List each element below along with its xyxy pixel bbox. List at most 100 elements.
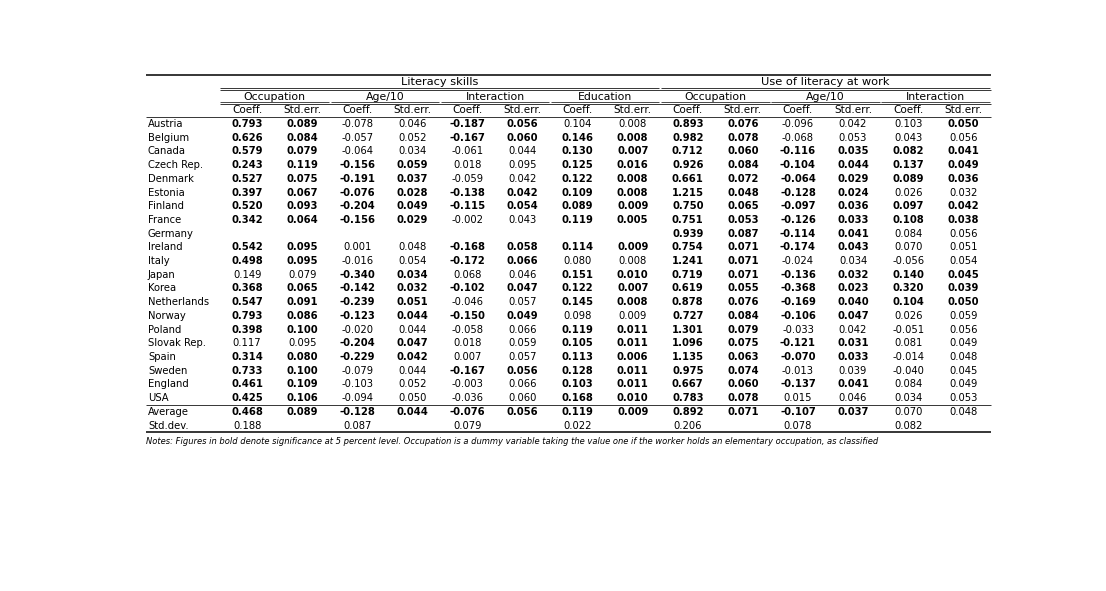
Text: 0.082: 0.082	[894, 421, 922, 430]
Text: 0.065: 0.065	[286, 284, 319, 294]
Text: USA: USA	[148, 393, 168, 403]
Text: 0.033: 0.033	[837, 215, 868, 225]
Text: 0.009: 0.009	[617, 242, 648, 252]
Text: 0.048: 0.048	[727, 187, 759, 197]
Text: 0.066: 0.066	[507, 256, 539, 266]
Text: 0.045: 0.045	[949, 366, 978, 376]
Text: 0.793: 0.793	[231, 311, 263, 321]
Text: 0.075: 0.075	[727, 338, 759, 348]
Text: 0.097: 0.097	[893, 201, 924, 211]
Text: 0.206: 0.206	[674, 421, 702, 430]
Text: 0.750: 0.750	[672, 201, 703, 211]
Text: 0.939: 0.939	[672, 229, 703, 239]
Text: 0.042: 0.042	[509, 174, 536, 184]
Text: 0.119: 0.119	[562, 407, 594, 417]
Text: -0.076: -0.076	[340, 187, 375, 197]
Text: 0.080: 0.080	[286, 352, 319, 362]
Text: Std.err.: Std.err.	[834, 105, 873, 115]
Text: -0.340: -0.340	[340, 269, 375, 280]
Text: 1.301: 1.301	[671, 324, 703, 335]
Text: 0.057: 0.057	[509, 297, 536, 307]
Text: Canada: Canada	[148, 147, 186, 157]
Text: 0.547: 0.547	[231, 297, 263, 307]
Text: 0.005: 0.005	[617, 215, 648, 225]
Text: 0.007: 0.007	[617, 284, 648, 294]
Text: 0.104: 0.104	[893, 297, 925, 307]
Text: 0.074: 0.074	[727, 366, 759, 376]
Text: 0.041: 0.041	[947, 147, 979, 157]
Text: 0.091: 0.091	[286, 297, 319, 307]
Text: 0.579: 0.579	[231, 147, 263, 157]
Text: -0.016: -0.016	[342, 256, 374, 266]
Text: 0.081: 0.081	[894, 338, 922, 348]
Text: 0.047: 0.047	[397, 338, 428, 348]
Text: Korea: Korea	[148, 284, 176, 294]
Text: 0.084: 0.084	[727, 311, 759, 321]
Text: 0.011: 0.011	[617, 366, 648, 376]
Text: 0.049: 0.049	[397, 201, 428, 211]
Text: 0.009: 0.009	[617, 201, 648, 211]
Text: 0.046: 0.046	[398, 119, 427, 129]
Text: 0.039: 0.039	[838, 366, 867, 376]
Text: 0.398: 0.398	[231, 324, 263, 335]
Text: 0.122: 0.122	[562, 174, 594, 184]
Text: Netherlands: Netherlands	[148, 297, 209, 307]
Text: -0.076: -0.076	[450, 407, 486, 417]
Text: 0.047: 0.047	[837, 311, 869, 321]
Text: Education: Education	[578, 92, 633, 102]
Text: 0.368: 0.368	[231, 284, 263, 294]
Text: 0.168: 0.168	[562, 393, 594, 403]
Text: 0.033: 0.033	[837, 352, 868, 362]
Text: -0.167: -0.167	[449, 366, 486, 376]
Text: -0.102: -0.102	[450, 284, 486, 294]
Text: Occupation: Occupation	[243, 92, 305, 102]
Text: 0.130: 0.130	[562, 147, 594, 157]
Text: 0.098: 0.098	[563, 311, 592, 321]
Text: Norway: Norway	[148, 311, 186, 321]
Text: England: England	[148, 379, 189, 389]
Text: 0.103: 0.103	[894, 119, 922, 129]
Text: Coeff.: Coeff.	[452, 105, 482, 115]
Text: 0.076: 0.076	[727, 297, 759, 307]
Text: 0.042: 0.042	[838, 119, 867, 129]
Text: 0.089: 0.089	[562, 201, 594, 211]
Text: 0.049: 0.049	[948, 160, 979, 170]
Text: 1.215: 1.215	[671, 187, 703, 197]
Text: 0.052: 0.052	[398, 132, 427, 142]
Text: Germany: Germany	[148, 229, 194, 239]
Text: 0.050: 0.050	[948, 297, 979, 307]
Text: 0.018: 0.018	[453, 338, 482, 348]
Text: 0.042: 0.042	[948, 201, 979, 211]
Text: 0.031: 0.031	[837, 338, 869, 348]
Text: 0.054: 0.054	[507, 201, 539, 211]
Text: Coeff.: Coeff.	[783, 105, 813, 115]
Text: 0.137: 0.137	[893, 160, 924, 170]
Text: 0.342: 0.342	[231, 215, 263, 225]
Text: 0.008: 0.008	[618, 256, 647, 266]
Text: 0.108: 0.108	[893, 215, 924, 225]
Text: 0.076: 0.076	[727, 119, 759, 129]
Text: 0.035: 0.035	[837, 147, 869, 157]
Text: 0.026: 0.026	[894, 187, 922, 197]
Text: 0.044: 0.044	[396, 311, 428, 321]
Text: 0.054: 0.054	[949, 256, 978, 266]
Text: 0.109: 0.109	[286, 379, 319, 389]
Text: -0.070: -0.070	[780, 352, 816, 362]
Text: 0.056: 0.056	[507, 407, 539, 417]
Text: 0.056: 0.056	[949, 324, 978, 335]
Text: 0.047: 0.047	[507, 284, 539, 294]
Text: 0.041: 0.041	[837, 229, 869, 239]
Text: 0.026: 0.026	[894, 311, 922, 321]
Text: 0.079: 0.079	[728, 324, 759, 335]
Text: -0.204: -0.204	[340, 201, 375, 211]
Text: 0.727: 0.727	[672, 311, 703, 321]
Text: 0.016: 0.016	[617, 160, 648, 170]
Text: 0.024: 0.024	[837, 187, 869, 197]
Text: 0.041: 0.041	[837, 379, 869, 389]
Text: 0.008: 0.008	[617, 174, 648, 184]
Text: Estonia: Estonia	[148, 187, 185, 197]
Text: 0.078: 0.078	[727, 132, 759, 142]
Text: 0.043: 0.043	[509, 215, 536, 225]
Text: -0.046: -0.046	[451, 297, 483, 307]
Text: -0.036: -0.036	[451, 393, 483, 403]
